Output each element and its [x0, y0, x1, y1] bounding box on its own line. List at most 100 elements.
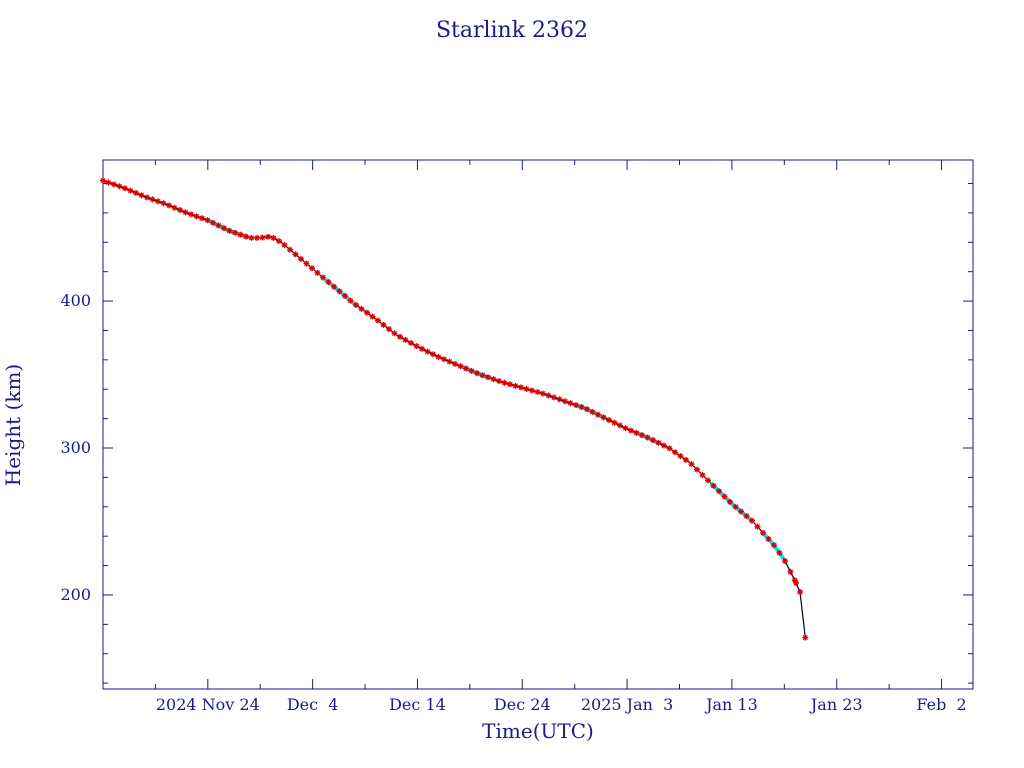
axes: 2024 Nov 24 Dec 4 Dec 14 Dec 24 2025 Jan 3 Ja…: [60, 159, 974, 714]
height-curve: [102, 180, 806, 638]
data-point: [771, 542, 777, 549]
data-point: [490, 376, 497, 383]
data-point: [210, 219, 216, 226]
data-point: [281, 242, 288, 249]
data-point: [309, 265, 315, 272]
data-point: [254, 234, 260, 241]
data-point: [699, 471, 706, 478]
data-point: [721, 493, 728, 500]
data-point: [463, 365, 469, 372]
data-point: [127, 187, 134, 194]
data-point: [556, 396, 563, 403]
x-tick-label: 2025 Jan 3: [581, 695, 673, 714]
data-point: [639, 432, 645, 439]
data-point: [677, 453, 684, 460]
data-point: [182, 209, 189, 216]
data-point: [358, 305, 365, 312]
data-point: [105, 179, 112, 186]
data-point: [529, 387, 535, 394]
data-point: [177, 207, 183, 214]
data-point: [144, 194, 150, 201]
data-point: [320, 274, 326, 281]
data-point: [501, 379, 508, 386]
data-point: [166, 202, 172, 209]
x-tick-label: 2024 Nov 24: [156, 695, 260, 714]
data-point: [606, 417, 612, 424]
data-point: [435, 353, 442, 360]
data-point: [457, 363, 464, 370]
data-point: [314, 269, 321, 276]
data-point: [336, 288, 343, 295]
data-point: [672, 449, 678, 456]
data-point: [138, 192, 145, 199]
data-point: [727, 498, 733, 505]
data-point: [512, 382, 519, 389]
data-point: [232, 229, 238, 236]
data-point: [628, 427, 634, 434]
data-point: [787, 568, 794, 575]
data-point: [353, 302, 359, 309]
data-point: [776, 549, 783, 556]
data-point: [496, 378, 502, 385]
data-point: [754, 523, 761, 530]
data-point: [540, 390, 546, 397]
data-point: [573, 402, 579, 409]
data-point: [303, 260, 310, 267]
data-point: [188, 211, 194, 218]
data-point: [204, 217, 211, 224]
data-point: [430, 351, 436, 358]
data-point: [452, 360, 458, 367]
data-point: [738, 508, 744, 515]
data-point: [683, 456, 689, 463]
data-point: [391, 330, 398, 337]
data-point: [551, 394, 557, 401]
chart-title: Starlink 2362: [436, 18, 588, 43]
data-point: [413, 343, 420, 350]
data-point: [424, 348, 431, 355]
y-tick-label: 400: [60, 291, 91, 310]
data-point: [611, 419, 618, 426]
data-point: [111, 181, 117, 188]
data-point: [342, 292, 348, 299]
x-axis-label: Time(UTC): [482, 719, 594, 743]
data-point: [765, 536, 772, 543]
data-point: [100, 177, 106, 184]
data-point: [298, 255, 304, 262]
x-tick-label: Dec 14: [389, 695, 446, 714]
data-point: [705, 477, 711, 484]
plot-frame: [102, 159, 974, 690]
data-point: [347, 297, 354, 304]
data-point: [485, 374, 491, 381]
data-point: [545, 392, 552, 399]
data-point: [397, 333, 403, 340]
data-point: [248, 234, 255, 241]
data-point: [617, 422, 623, 429]
data-point: [749, 517, 755, 524]
data-point: [149, 196, 156, 203]
data-point: [655, 439, 662, 446]
data-point: [386, 326, 392, 333]
data-point: [802, 634, 809, 641]
data-point: [287, 246, 293, 253]
data-point: [589, 408, 596, 415]
data-point: [221, 225, 227, 232]
data-point: [193, 213, 200, 220]
y-axis-label: Height (km): [1, 364, 25, 486]
data-point: [265, 233, 271, 240]
data-point: [732, 503, 739, 510]
data-point: [650, 437, 656, 444]
data-point: [380, 321, 387, 328]
data-point: [474, 370, 480, 377]
data-point: [331, 283, 337, 290]
data-point: [270, 234, 277, 241]
data-point: [760, 529, 766, 536]
data-point: [694, 466, 700, 473]
data-point: [595, 411, 601, 418]
data-point: [633, 429, 640, 436]
data-point: [122, 185, 128, 192]
data-point: [716, 488, 722, 495]
data-point: [160, 200, 167, 207]
data-point: [791, 577, 798, 584]
